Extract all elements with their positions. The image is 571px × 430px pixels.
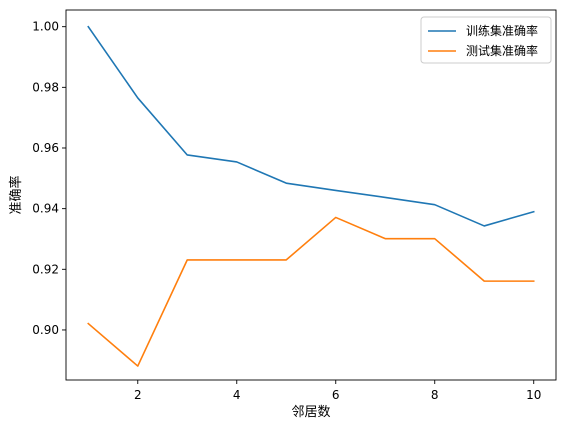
y-tick-label: 0.94 xyxy=(32,202,59,216)
x-tick-label: 4 xyxy=(233,388,241,402)
y-tick-label: 1.00 xyxy=(32,20,59,34)
y-tick-label: 0.98 xyxy=(32,80,59,94)
series-line-1 xyxy=(87,25,535,227)
plot-area: 2 4 6 8 10 0.90 0.92 0.94 0.96 0.98 1.00 xyxy=(32,9,557,402)
x-tick-label: 2 xyxy=(134,388,142,402)
y-axis-label: 准确率 xyxy=(8,175,24,214)
series-line-2 xyxy=(87,216,535,367)
x-tick-label: 8 xyxy=(431,388,439,402)
x-axis-label: 邻居数 xyxy=(291,405,330,420)
legend-label-2: 测试集准确率 xyxy=(466,43,538,58)
y-tick-label: 0.96 xyxy=(32,141,59,155)
y-tick-label: 0.90 xyxy=(32,323,59,337)
legend-label-1: 训练集准确率 xyxy=(466,23,538,38)
y-tick-label: 0.92 xyxy=(32,262,59,276)
axes-frame xyxy=(65,9,557,381)
x-tick-label: 10 xyxy=(526,388,541,402)
x-tick-label: 6 xyxy=(332,388,340,402)
